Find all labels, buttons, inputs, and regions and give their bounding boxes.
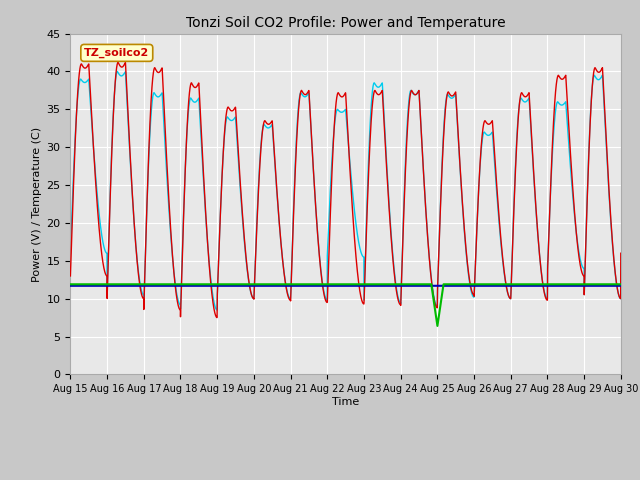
- Text: TZ_soilco2: TZ_soilco2: [84, 48, 149, 58]
- Title: Tonzi Soil CO2 Profile: Power and Temperature: Tonzi Soil CO2 Profile: Power and Temper…: [186, 16, 506, 30]
- X-axis label: Time: Time: [332, 397, 359, 407]
- Y-axis label: Power (V) / Temperature (C): Power (V) / Temperature (C): [33, 126, 42, 282]
